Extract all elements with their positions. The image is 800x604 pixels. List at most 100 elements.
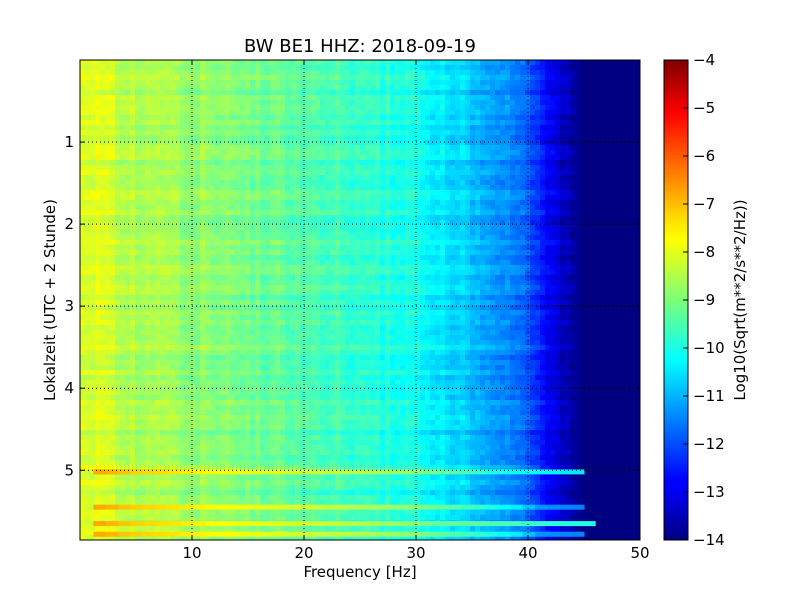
heatmap-cell <box>190 415 196 421</box>
heatmap-cell <box>250 410 256 416</box>
heatmap-cell <box>335 475 341 481</box>
heatmap-cell <box>120 305 126 311</box>
heatmap-cell <box>195 120 201 126</box>
heatmap-cell <box>110 435 116 441</box>
heatmap-cell <box>80 450 86 456</box>
heatmap-cell <box>320 220 326 226</box>
heatmap-cell <box>245 415 251 421</box>
heatmap-cell <box>240 360 246 366</box>
heatmap-cell <box>265 60 271 66</box>
heatmap-cell <box>290 305 296 311</box>
heatmap-cell <box>190 445 196 451</box>
heatmap-cell <box>135 245 141 251</box>
heatmap-cell <box>120 220 126 226</box>
heatmap-cell <box>80 165 86 171</box>
heatmap-cell <box>150 460 156 466</box>
heatmap-cell <box>120 160 126 166</box>
heatmap-cell <box>170 515 176 521</box>
heatmap-cell <box>90 305 96 311</box>
heatmap-cell <box>290 165 296 171</box>
heatmap-cell <box>180 360 186 366</box>
heatmap-cell <box>115 325 121 331</box>
heatmap-cell <box>80 195 86 201</box>
heatmap-cell <box>190 70 196 76</box>
heatmap-cell <box>95 95 101 101</box>
heatmap-cell <box>80 140 86 146</box>
heatmap-cell <box>330 100 336 106</box>
heatmap-cell <box>95 440 101 446</box>
heatmap-cell <box>85 140 91 146</box>
heatmap-cell <box>260 495 266 501</box>
heatmap-cell <box>85 250 91 256</box>
heatmap-cell <box>270 170 276 176</box>
heatmap-cell <box>290 375 296 381</box>
heatmap-cell <box>180 170 186 176</box>
heatmap-cell <box>195 175 201 181</box>
heatmap-cell <box>145 340 151 346</box>
heatmap-cell <box>295 395 301 401</box>
heatmap-cell <box>95 255 101 261</box>
heatmap-cell <box>150 150 156 156</box>
heatmap-cell <box>190 525 196 531</box>
heatmap-cell <box>250 345 256 351</box>
heatmap-cell <box>145 195 151 201</box>
heatmap-cell <box>140 380 146 386</box>
heatmap-cell <box>160 165 166 171</box>
heatmap-cell <box>290 110 296 116</box>
heatmap-cell <box>115 375 121 381</box>
heatmap-cell <box>300 115 306 121</box>
heatmap-cell <box>285 280 291 286</box>
heatmap-cell <box>280 270 286 276</box>
heatmap-cell <box>230 310 236 316</box>
heatmap-cell <box>180 460 186 466</box>
heatmap-cell <box>165 465 171 471</box>
heatmap-cell <box>80 400 86 406</box>
heatmap-cell <box>160 175 166 181</box>
heatmap-cell <box>100 185 106 191</box>
heatmap-cell <box>175 415 181 421</box>
heatmap-cell <box>245 200 251 206</box>
heatmap-cell <box>115 100 121 106</box>
heatmap-cell <box>290 370 296 376</box>
heatmap-cell <box>205 500 211 506</box>
heatmap-cell <box>200 310 206 316</box>
heatmap-cell <box>135 255 141 261</box>
heatmap-cell <box>135 120 141 126</box>
heatmap-cell <box>305 485 311 491</box>
heatmap-cell <box>215 360 221 366</box>
heatmap-cell <box>185 480 191 486</box>
heatmap-cell <box>205 235 211 241</box>
heatmap-cell <box>225 325 231 331</box>
heatmap-cell <box>215 395 221 401</box>
heatmap-cell <box>215 95 221 101</box>
heatmap-cell <box>95 210 101 216</box>
heatmap-cell <box>225 415 231 421</box>
heatmap-cell <box>125 430 131 436</box>
heatmap-cell <box>290 70 296 76</box>
heatmap-cell <box>255 175 261 181</box>
heatmap-cell <box>170 370 176 376</box>
heatmap-cell <box>270 65 276 71</box>
heatmap-cell <box>95 235 101 241</box>
heatmap-cell <box>315 510 321 516</box>
heatmap-cell <box>215 60 221 66</box>
heatmap-cell <box>85 310 91 316</box>
heatmap-cell <box>155 445 161 451</box>
heatmap-cell <box>85 420 91 426</box>
heatmap-cell <box>195 255 201 261</box>
heatmap-cell <box>270 315 276 321</box>
heatmap-cell <box>210 420 216 426</box>
heatmap-cell <box>250 190 256 196</box>
heatmap-cell <box>110 90 116 96</box>
heatmap-cell <box>260 145 266 151</box>
heatmap-cell <box>130 365 136 371</box>
heatmap-cell <box>250 500 256 506</box>
heatmap-cell <box>215 130 221 136</box>
heatmap-cell <box>90 70 96 76</box>
heatmap-cell <box>250 120 256 126</box>
heatmap-cell <box>320 285 326 291</box>
heatmap-cell <box>200 140 206 146</box>
heatmap-cell <box>330 175 336 181</box>
heatmap-cell <box>230 180 236 186</box>
heatmap-cell <box>275 245 281 251</box>
